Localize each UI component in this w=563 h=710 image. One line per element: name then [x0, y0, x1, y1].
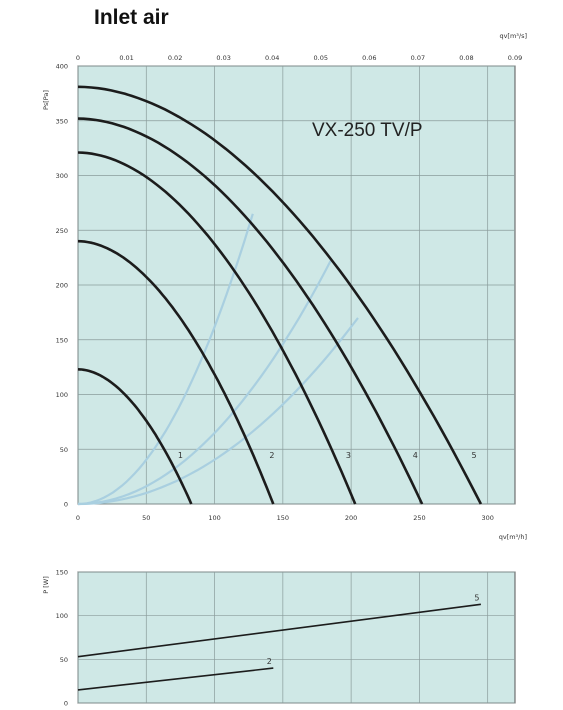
x-tick-label: 50 [142, 514, 150, 522]
x2-tick-label: 0.02 [168, 54, 182, 62]
system-curve [77, 213, 254, 506]
x-tick-label: 0 [76, 514, 80, 522]
fan-curve-4 [77, 117, 424, 505]
x2-tick-label: 0.01 [119, 54, 133, 62]
y-tick-label: 400 [56, 63, 68, 71]
y-tick-label: 250 [56, 227, 68, 235]
x2-tick-label: 0.04 [265, 54, 279, 62]
power-flow-chart: 0 50 100 150 P [W] 2 5 [42, 569, 516, 708]
fan-curve-2 [77, 239, 275, 505]
curve-label: 3 [346, 451, 351, 460]
power-line-2 [77, 667, 274, 691]
x2-tick-label: 0.09 [508, 54, 522, 62]
x-tick-label: 100 [208, 514, 220, 522]
x2-tick-label: 0.03 [216, 54, 230, 62]
fan-curve-5 [77, 85, 483, 505]
y-tick-label: 150 [56, 336, 68, 344]
power-y-tick-label: 150 [56, 569, 68, 577]
fan-curve-1 [77, 368, 193, 505]
y-axis-label: Ps[Pa] [42, 90, 50, 110]
x-tick-label: 150 [277, 514, 289, 522]
power-line-label: 2 [267, 657, 272, 666]
x2-tick-label: 0.07 [411, 54, 425, 62]
x2-tick-label: 0.05 [314, 54, 328, 62]
curve-label: 2 [269, 451, 274, 460]
y-tick-label: 300 [56, 172, 68, 180]
power-y-tick-label: 0 [64, 700, 68, 708]
power-line-label: 5 [474, 593, 479, 602]
power-y-tick-label: 50 [60, 656, 68, 664]
curve-label: 5 [471, 451, 476, 460]
x2-tick-label: 0 [76, 54, 80, 62]
power-y-axis-label: P [W] [42, 576, 50, 594]
x2-tick-label: 0.08 [459, 54, 473, 62]
x2-tick-label: 0.06 [362, 54, 376, 62]
power-y-tick-label: 100 [56, 612, 68, 620]
x-axis-label: qv[m³/h] [499, 533, 527, 541]
x-tick-label: 250 [413, 514, 425, 522]
system-curve [77, 317, 359, 506]
x-tick-label: 200 [345, 514, 357, 522]
x-tick-label: 300 [481, 514, 493, 522]
y-tick-label: 0 [64, 501, 68, 509]
model-label: VX-250 TV/P [312, 120, 423, 141]
system-curve [77, 260, 332, 506]
chart-title: Inlet air [94, 6, 169, 29]
y-tick-label: 200 [56, 282, 68, 290]
y-tick-label: 100 [56, 391, 68, 399]
fan-curve-3 [77, 151, 357, 505]
power-line-5 [77, 603, 482, 658]
y-tick-label: 350 [56, 117, 68, 125]
x2-axis-label: qv[m³/s] [499, 32, 527, 40]
y-tick-label: 50 [60, 446, 68, 454]
curve-label: 1 [178, 451, 183, 460]
curve-label: 4 [413, 451, 418, 460]
